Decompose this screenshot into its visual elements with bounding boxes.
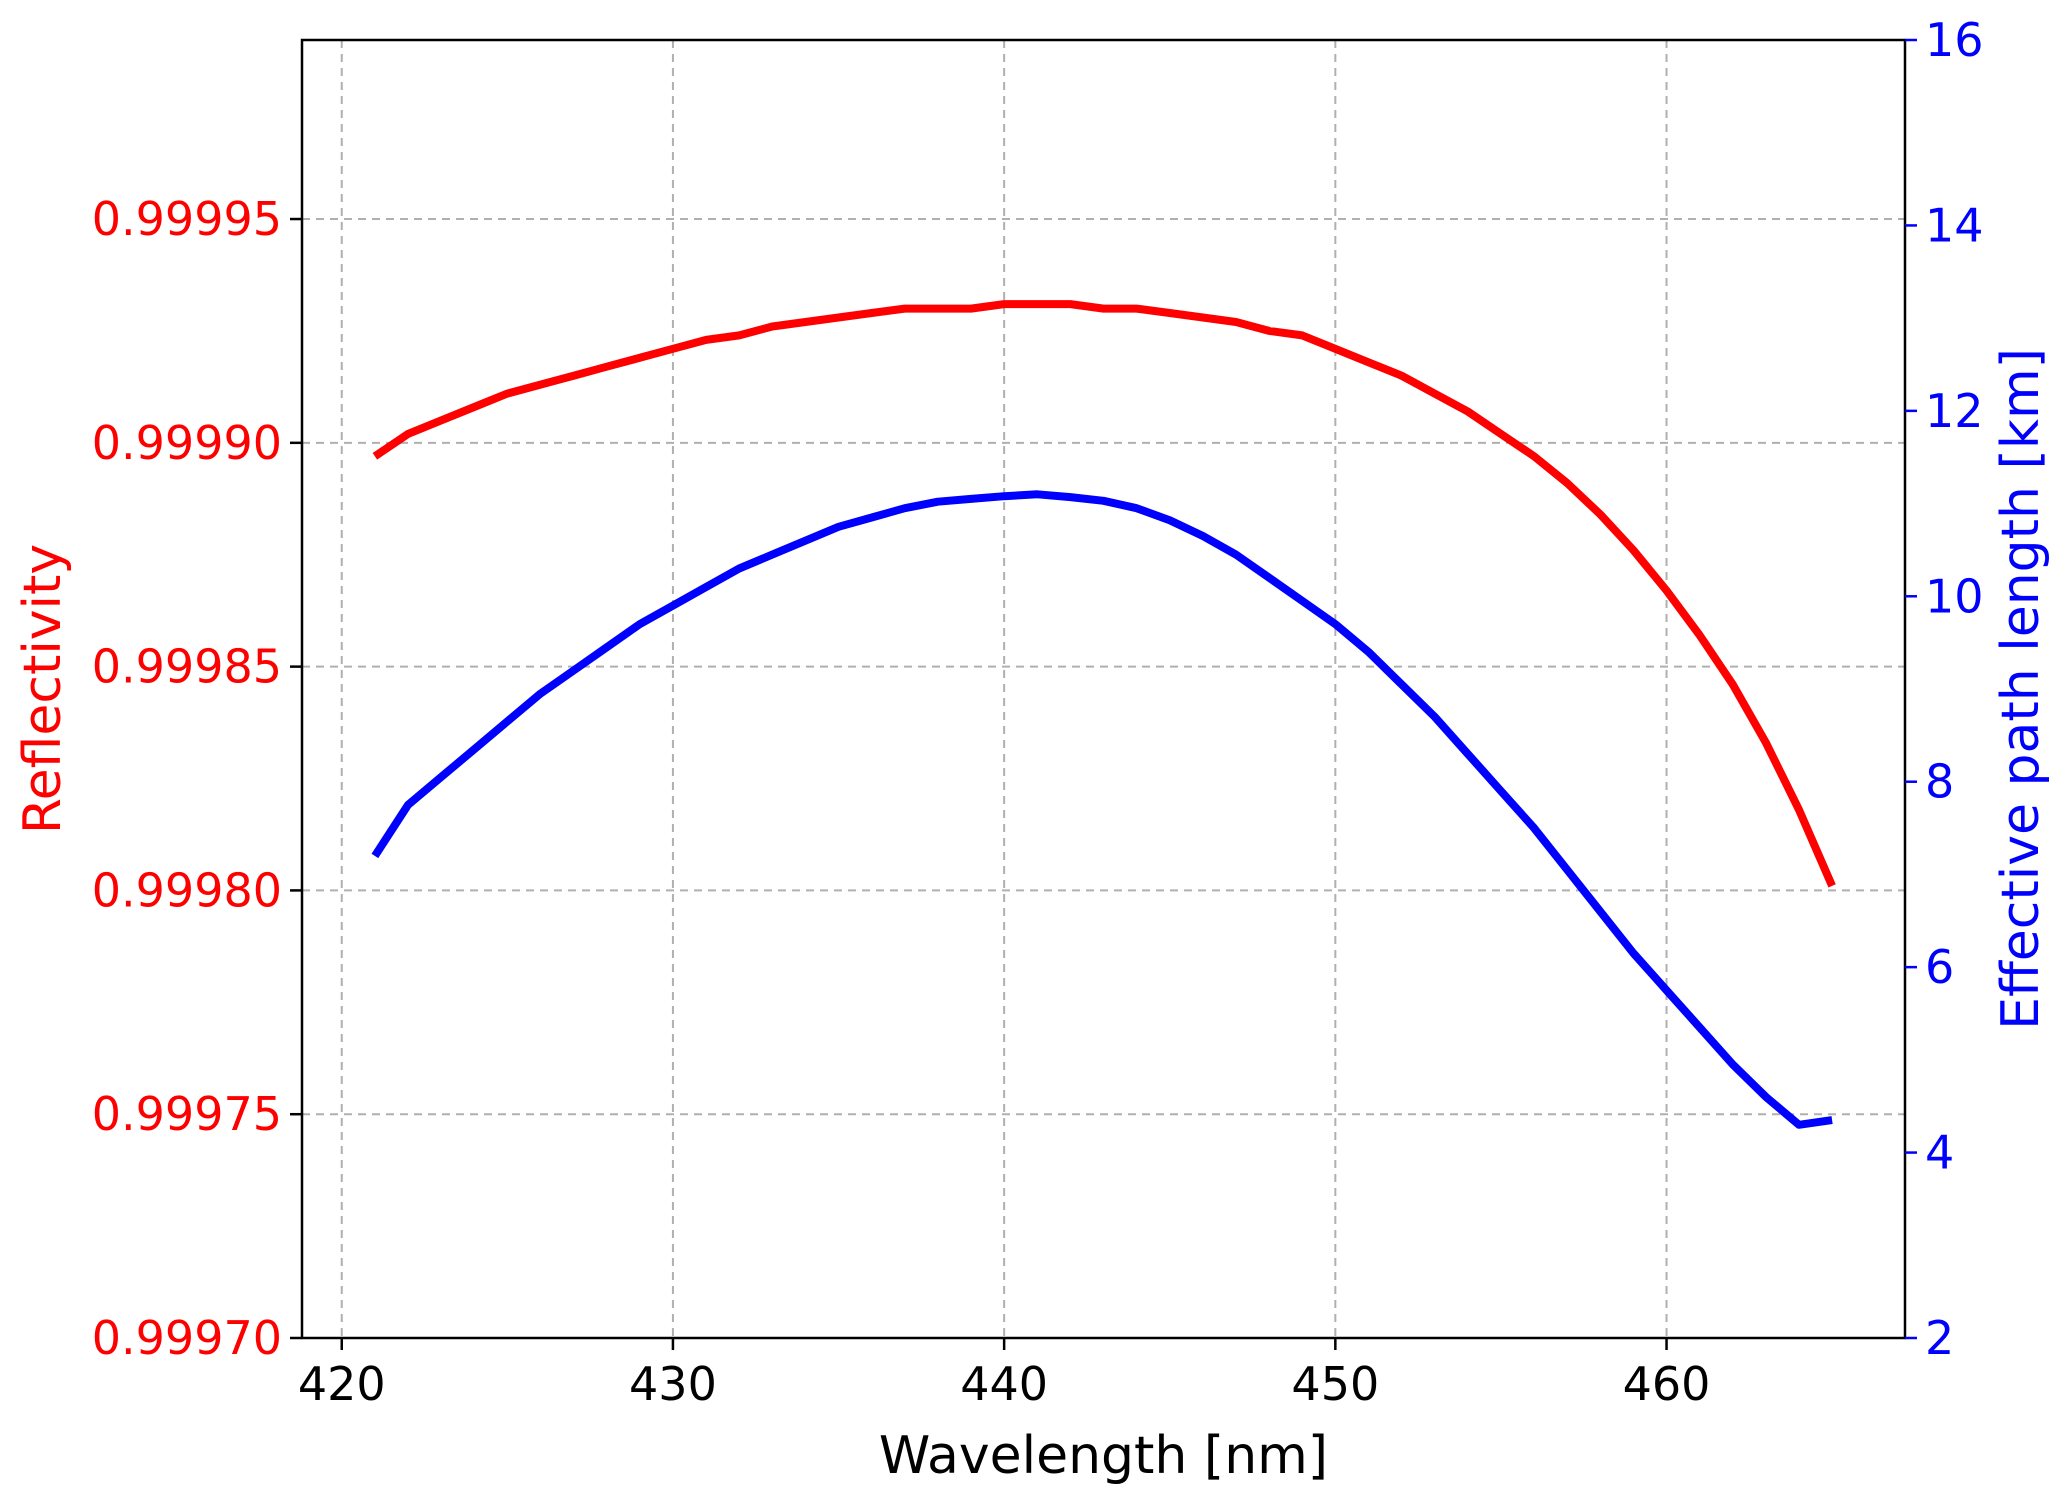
left-tick-label: 0.99980 — [92, 863, 282, 917]
right-axis-label: Effective path length [km] — [1991, 348, 2051, 1030]
right-tick-label: 8 — [1925, 755, 1954, 809]
plot-frame — [300, 38, 1907, 1340]
right-tick-label: 14 — [1925, 198, 1984, 252]
x-tick-label: 450 — [1291, 1357, 1379, 1411]
left-tick-label: 0.99985 — [92, 640, 282, 694]
reflectivity-line — [372, 300, 1836, 888]
left-tick-label: 0.99990 — [92, 416, 282, 470]
x-tick-label: 430 — [629, 1357, 717, 1411]
left-tick-label: 0.99975 — [92, 1087, 282, 1141]
path-length-line — [371, 490, 1833, 1129]
left-tick-label: 0.99970 — [92, 1311, 282, 1365]
left-axis-label: Reflectivity — [13, 544, 73, 834]
right-tick-label: 16 — [1925, 13, 1984, 67]
right-tick-label: 12 — [1925, 384, 1984, 438]
right-tick-label: 6 — [1925, 940, 1954, 994]
right-axis-ticks: 2 4 6 8 10 12 14 16 — [1905, 13, 1984, 1365]
right-tick-label: 2 — [1925, 1311, 1954, 1365]
right-tick-label: 4 — [1925, 1126, 1954, 1180]
left-tick-label: 0.99995 — [92, 192, 282, 246]
x-axis-label: Wavelength [nm] — [879, 1426, 1328, 1486]
x-tick-label: 440 — [960, 1357, 1048, 1411]
left-axis-ticks: 0.99970 0.99975 0.99980 0.99985 0.99990 0.999… — [92, 192, 302, 1365]
series-lines — [371, 300, 1836, 1129]
x-axis-ticks: 420 430 440 450 460 — [298, 1338, 1711, 1411]
right-tick-label: 10 — [1925, 569, 1984, 623]
x-tick-label: 460 — [1623, 1357, 1711, 1411]
x-tick-label: 420 — [298, 1357, 386, 1411]
